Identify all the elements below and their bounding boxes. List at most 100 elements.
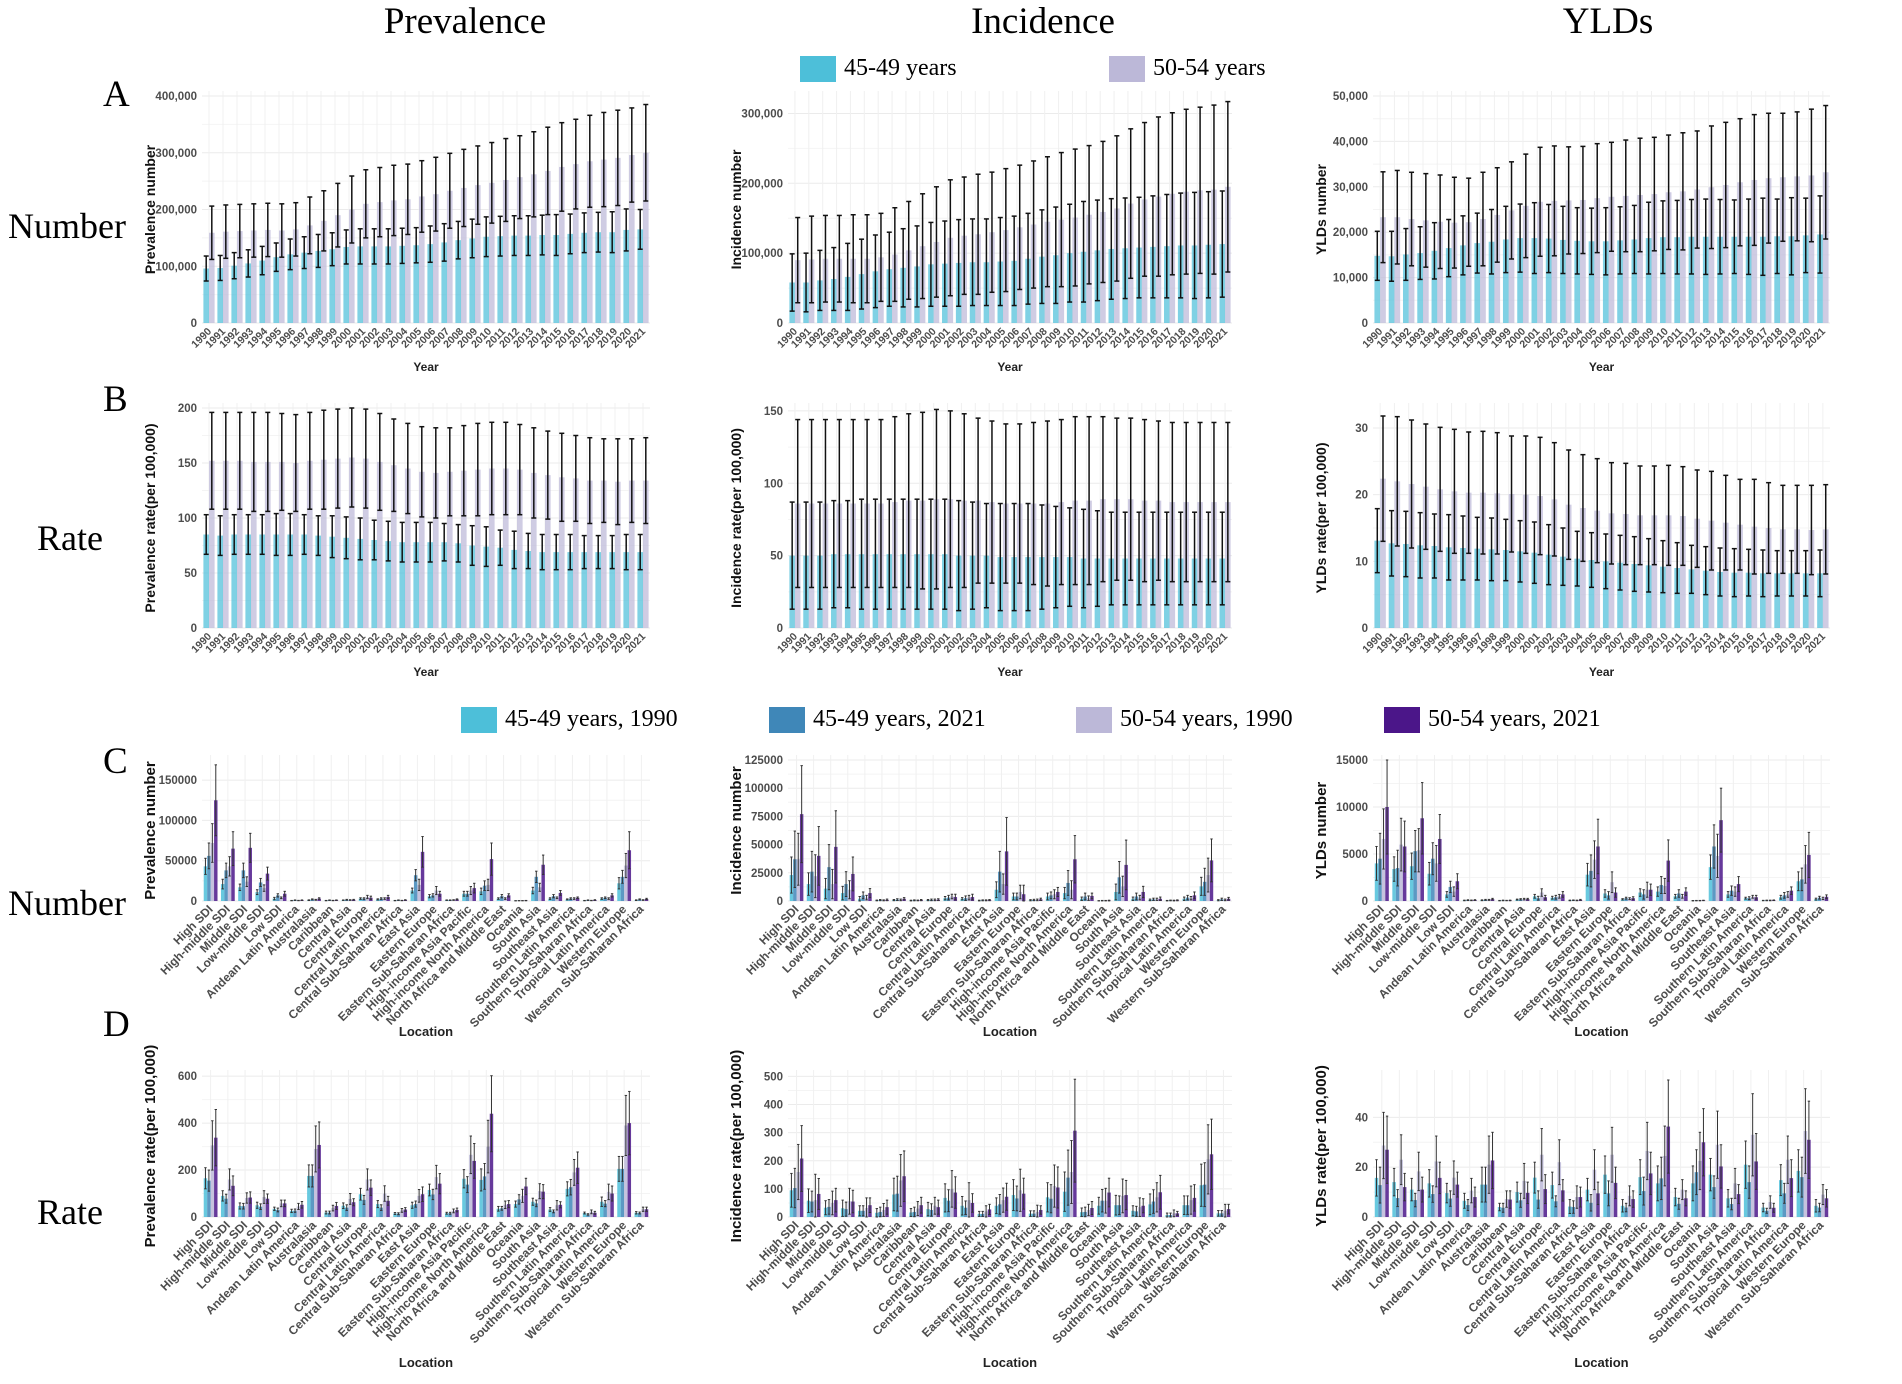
bar (307, 225, 313, 323)
bar (1774, 236, 1781, 323)
bar (503, 179, 509, 323)
bar (1638, 1177, 1642, 1217)
bar (431, 1194, 435, 1217)
bar (1522, 494, 1529, 628)
bar (209, 232, 215, 323)
y-axis-title: YLDs rate(per 100,000) (1313, 1065, 1330, 1227)
bar (637, 1213, 642, 1217)
bar (245, 1197, 249, 1217)
chart-panel-b-prevalence: 0501001502001990199119921993199419951996… (142, 403, 650, 679)
row-label-rate-top: Rate (37, 518, 103, 558)
bar (1452, 1177, 1456, 1217)
bar (1743, 1164, 1748, 1217)
legend-item-50-54-1990: 50-54 years, 1990 (1076, 706, 1293, 733)
y-tick-label: 50000 (165, 856, 197, 868)
bar (279, 897, 283, 901)
bar (433, 472, 439, 628)
bar (405, 199, 411, 323)
x-axis-title: Location (399, 1355, 453, 1370)
y-tick-label: 40 (1355, 1112, 1368, 1124)
bar (573, 478, 579, 628)
bar (1508, 210, 1515, 323)
bar (335, 215, 341, 323)
bar (610, 1193, 614, 1217)
bar (451, 1210, 456, 1217)
bar (227, 1179, 232, 1217)
bar (417, 1195, 421, 1217)
y-tick-label: 25000 (751, 868, 783, 880)
bar (1545, 238, 1552, 323)
bar (1460, 548, 1466, 628)
bar (603, 897, 607, 901)
bar (410, 890, 414, 901)
bar (1531, 552, 1538, 628)
bar (1422, 220, 1429, 323)
bar (595, 552, 601, 628)
bar (539, 552, 545, 628)
bar (1708, 520, 1715, 628)
y-tick-label: 100 (764, 1184, 783, 1196)
bar (534, 1203, 538, 1217)
bar (1518, 1200, 1523, 1217)
bar (1822, 529, 1829, 628)
bar (1394, 481, 1401, 628)
bar (1488, 241, 1495, 323)
bar (1719, 1166, 1723, 1217)
bar (276, 895, 280, 901)
bar (217, 535, 223, 628)
bar (1765, 528, 1772, 628)
bar (1381, 838, 1386, 901)
y-tick-label: 150 (178, 458, 197, 470)
bar (1712, 1187, 1716, 1217)
y-axis-title: Incidence number (728, 766, 745, 895)
x-axis-title: Location (983, 1355, 1037, 1370)
bar (1537, 201, 1543, 323)
bar (1663, 1155, 1667, 1217)
bar (321, 459, 327, 628)
bar (1504, 1199, 1509, 1217)
bar (1722, 184, 1729, 323)
bar (610, 895, 614, 901)
y-tick-label: 10,000 (1333, 273, 1368, 285)
bar (486, 884, 490, 901)
bar (1821, 1194, 1825, 1217)
bar (1822, 172, 1829, 323)
bar (1409, 866, 1414, 901)
y-tick-label: 0 (1362, 896, 1368, 908)
bar (1651, 194, 1658, 323)
bar (207, 1180, 211, 1217)
bar (1434, 1161, 1439, 1217)
bar (1760, 236, 1766, 323)
bar (525, 551, 531, 628)
bar (1580, 199, 1586, 323)
bar (220, 884, 225, 901)
bar (1551, 499, 1558, 628)
bar (1768, 1202, 1772, 1217)
bar (1747, 1182, 1751, 1217)
bar (248, 847, 252, 901)
bar (1665, 515, 1672, 628)
bar (296, 1206, 301, 1217)
bar (511, 235, 517, 323)
bar (433, 194, 439, 323)
bar (637, 552, 643, 628)
bar (238, 1205, 242, 1217)
bar (327, 1212, 332, 1217)
bar (1794, 529, 1801, 628)
bar (438, 893, 442, 901)
bar (1445, 1193, 1449, 1217)
bar (1434, 863, 1439, 901)
y-tick-label: 15000 (1336, 755, 1368, 767)
bar (472, 888, 476, 901)
bar (1737, 524, 1743, 628)
bar (1451, 491, 1458, 628)
bar (469, 545, 475, 628)
bar (1585, 1189, 1590, 1217)
bar (273, 534, 279, 628)
chart-panel-a-ylds: 010,00020,00030,00040,00050,000199019911… (1313, 91, 1830, 374)
bar (586, 1214, 590, 1217)
bar (245, 881, 249, 901)
bar (1480, 219, 1486, 323)
bar (615, 481, 621, 628)
